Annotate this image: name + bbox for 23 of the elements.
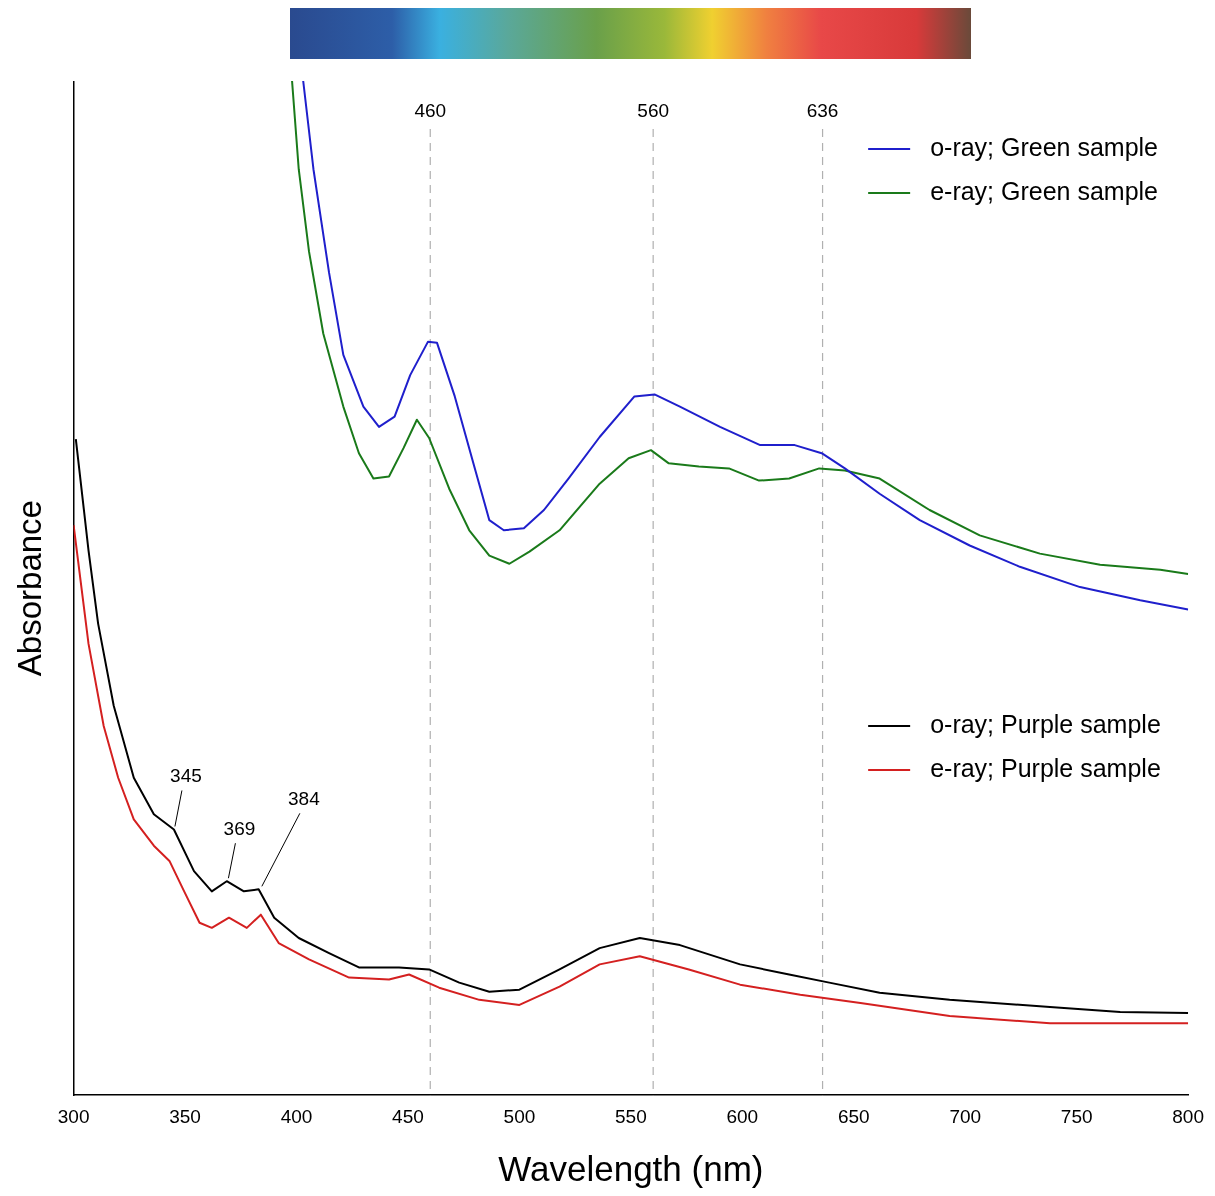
x-axis-title: Wavelength (nm) (498, 1148, 764, 1188)
annotation: 345 (170, 765, 202, 787)
ref-line-label: 460 (414, 99, 447, 121)
x-tick-label: 400 (280, 1105, 313, 1127)
x-tick-label: 800 (1172, 1105, 1204, 1127)
annotation: 369 (223, 817, 256, 839)
x-tick-label: 450 (392, 1105, 424, 1127)
ref-line-label: 560 (637, 99, 670, 121)
annotation: 384 (287, 788, 321, 810)
legend-label: o-ray; Green sample (930, 132, 1159, 161)
x-tick-label: 350 (169, 1105, 201, 1127)
legend-label: e-ray; Green sample (930, 176, 1159, 205)
x-tick-label: 600 (726, 1105, 759, 1127)
x-tick-label: 300 (57, 1105, 90, 1127)
x-tick-label: 650 (837, 1105, 870, 1127)
y-axis-title: Absorbance (10, 500, 48, 677)
x-tick-label: 500 (503, 1105, 536, 1127)
legend-label: e-ray; Purple sample (930, 753, 1161, 782)
legend-label: o-ray; Purple sample (930, 709, 1161, 738)
x-tick-label: 700 (949, 1105, 982, 1127)
x-tick-label: 750 (1060, 1105, 1093, 1127)
ref-line-label: 636 (806, 99, 839, 121)
x-tick-label: 550 (615, 1105, 647, 1127)
